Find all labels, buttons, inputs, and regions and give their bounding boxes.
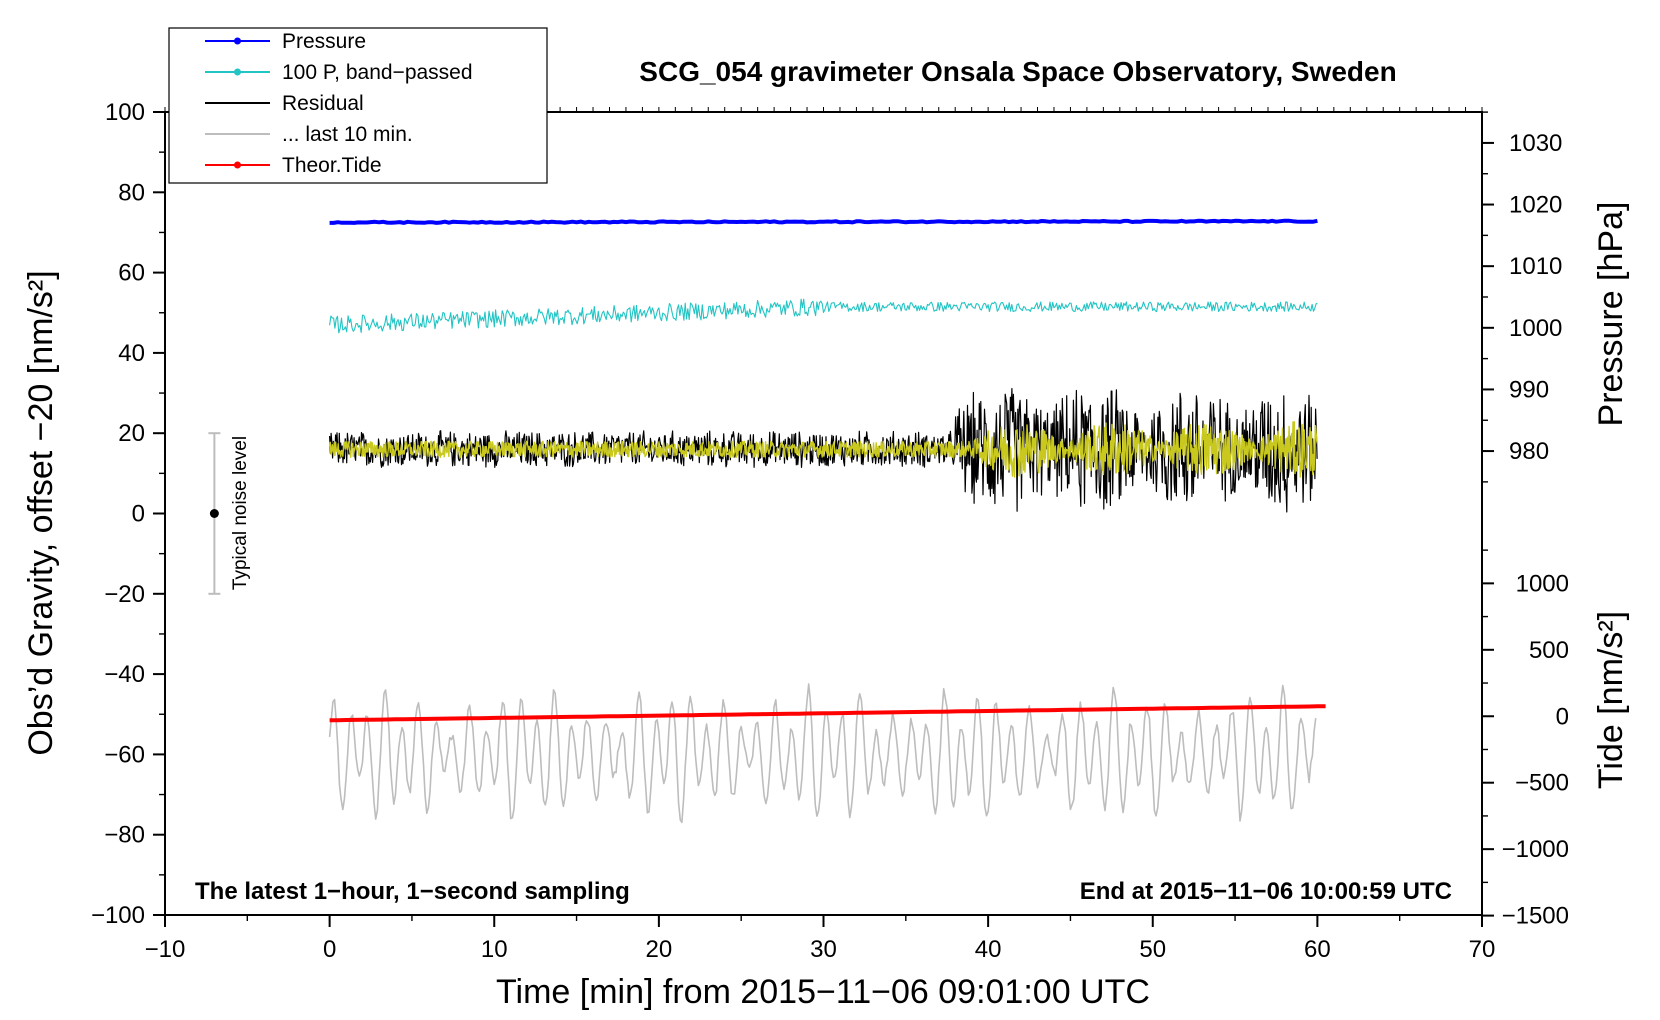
series-residual (329, 388, 1318, 513)
tide-tick-label: −1500 (1502, 903, 1569, 930)
series-band-passed-pressure (329, 298, 1318, 334)
series-pressure (329, 218, 1318, 225)
y-tick-label: 80 (118, 179, 145, 206)
y-tick-label: 60 (118, 260, 145, 287)
legend-marker (234, 37, 241, 45)
x-tick-label: 20 (646, 936, 673, 963)
legend: Pressure 100 P, band−passed Residual ... la… (168, 27, 548, 184)
tide-tick-label: 0 (1556, 703, 1569, 730)
y-axis-title-pressure: Pressure [hPa] (1592, 202, 1630, 427)
noise-level-label: Typical noise level (230, 436, 251, 590)
ticks-layer: −10 0 10 20 30 40 50 60 70100806040200−20−40−60−… (91, 99, 1569, 963)
x-tick-label: −10 (145, 936, 186, 963)
pressure-tick-label: 1010 (1509, 253, 1562, 280)
y-axis-title-tide: Tide [nm/s²] (1592, 611, 1630, 789)
legend-label: Pressure (282, 30, 366, 53)
x-tick-label: 40 (975, 936, 1002, 963)
legend-box (168, 27, 548, 184)
x-axis-title: Time [min] from 2015−11−06 09:01:00 UTC (496, 973, 1150, 1011)
legend-marker (234, 68, 241, 76)
x-tick-label: 30 (810, 936, 837, 963)
pressure-tick-label: 990 (1509, 376, 1549, 403)
annotation-sampling: The latest 1−hour, 1−second sampling (195, 878, 630, 905)
pressure-tick-label: 1030 (1509, 130, 1562, 157)
pressure-tick-label: 1000 (1509, 315, 1562, 342)
tide-tick-label: −500 (1515, 770, 1569, 797)
noise-center-dot (209, 509, 219, 518)
y-tick-label: −60 (104, 741, 145, 768)
x-tick-label: 70 (1469, 936, 1496, 963)
legend-label: ... last 10 min. (282, 123, 413, 146)
y-axis-title-left: Obs’d Gravity, offset −20 [nm/s²] (22, 270, 60, 755)
annotation-end-time: End at 2015−11−06 10:00:59 UTC (1080, 878, 1452, 905)
y-tick-label: −20 (104, 581, 145, 608)
y-tick-label: −100 (91, 902, 145, 929)
tide-tick-label: 500 (1529, 637, 1569, 664)
legend-label: Residual (282, 92, 364, 115)
tide-tick-label: −1000 (1502, 836, 1569, 863)
y-tick-label: 20 (118, 420, 145, 447)
x-tick-label: 50 (1139, 936, 1166, 963)
y-tick-label: −40 (104, 661, 145, 688)
pressure-tick-label: 980 (1509, 438, 1549, 465)
series-layer (328, 218, 1326, 824)
legend-label: 100 P, band−passed (282, 61, 473, 84)
noise-level-indicator: Typical noise level (208, 432, 251, 595)
x-tick-label: 10 (481, 936, 508, 963)
x-tick-label: 0 (323, 936, 336, 963)
plot-frame (164, 111, 1483, 916)
y-tick-label: 40 (118, 340, 145, 367)
x-tick-label: 60 (1304, 936, 1331, 963)
chart-title: SCG_054 gravimeter Onsala Space Observat… (639, 56, 1396, 87)
y-tick-label: −80 (104, 822, 145, 849)
series-residual-smoothed (328, 421, 1319, 478)
y-tick-label: 0 (132, 501, 145, 528)
legend-marker (234, 161, 241, 169)
legend-label: Theor.Tide (282, 154, 382, 177)
series-last-10-min (328, 683, 1317, 824)
pressure-tick-label: 1020 (1509, 192, 1562, 219)
y-tick-label: 100 (105, 99, 145, 126)
series-theor-tide (329, 704, 1326, 723)
tide-tick-label: 1000 (1516, 570, 1569, 597)
